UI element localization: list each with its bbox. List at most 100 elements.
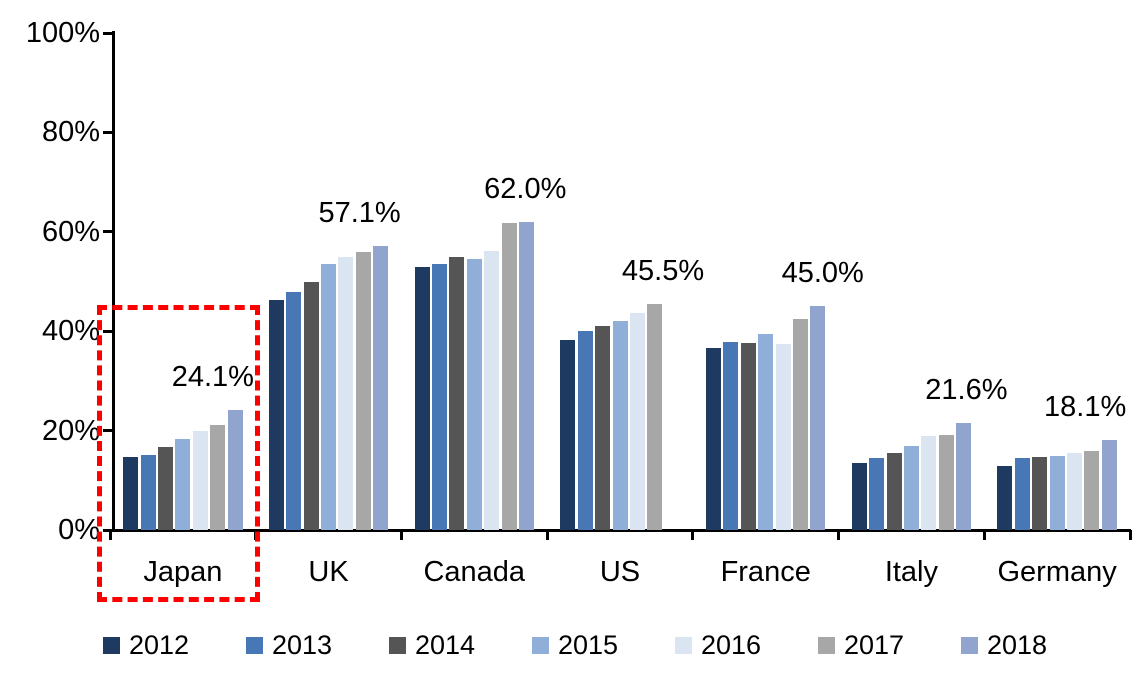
bar-uk-2018 xyxy=(373,246,389,530)
highlight-box-japan xyxy=(97,305,260,602)
data-label-uk: 57.1% xyxy=(318,197,401,230)
bar-us-2013 xyxy=(577,331,593,530)
data-label-us: 45.5% xyxy=(621,254,705,287)
bar-germany-2016 xyxy=(1067,453,1083,530)
bar-japan-2016 xyxy=(192,430,208,530)
x-axis-tick-mark xyxy=(545,530,549,540)
bar-japan-2012 xyxy=(123,456,139,530)
y-axis-tick-mark xyxy=(103,130,114,134)
y-axis-tick-mark xyxy=(103,429,114,433)
bar-italy-2017 xyxy=(938,434,954,530)
bar-germany-2017 xyxy=(1084,450,1100,530)
category-label-japan: Japan xyxy=(143,556,223,588)
bar-france-2013 xyxy=(723,342,739,530)
x-axis-tick-mark xyxy=(982,530,986,540)
legend-swatch-2016 xyxy=(675,636,692,654)
x-axis-line xyxy=(110,529,1131,532)
bar-japan-2017 xyxy=(210,425,226,530)
data-label-italy: 21.6% xyxy=(925,373,1008,406)
bar-canada-2016 xyxy=(484,250,500,530)
legend-swatch-2013 xyxy=(246,636,263,654)
legend-label-2013: 2013 xyxy=(272,630,333,660)
bar-germany-2018 xyxy=(1101,440,1117,530)
data-label-canada: 62.0% xyxy=(484,172,567,205)
bar-us-2012 xyxy=(560,339,576,530)
bar-canada-2012 xyxy=(414,266,430,530)
bar-japan-2015 xyxy=(175,439,191,530)
bar-japan-2013 xyxy=(140,455,156,530)
legend-label-2014: 2014 xyxy=(415,630,476,660)
bar-france-2017 xyxy=(793,319,808,530)
bar-canada-2015 xyxy=(466,258,482,530)
category-label-france: France xyxy=(720,556,811,588)
x-axis-tick-mark xyxy=(399,530,403,540)
legend-swatch-2014 xyxy=(389,636,406,654)
legend-swatch-2012 xyxy=(103,636,120,654)
bar-uk-2014 xyxy=(303,281,319,530)
legend-label-2016: 2016 xyxy=(701,630,762,660)
bar-germany-2015 xyxy=(1049,455,1065,530)
bar-italy-2013 xyxy=(869,458,885,530)
bar-japan-2014 xyxy=(157,447,173,530)
legend-label-2015: 2015 xyxy=(558,630,619,660)
x-axis-tick-mark xyxy=(837,530,841,540)
bar-uk-2015 xyxy=(321,264,337,530)
category-label-us: US xyxy=(599,556,641,588)
bar-japan-2018 xyxy=(227,410,243,530)
bar-uk-2016 xyxy=(338,256,354,530)
category-label-uk: UK xyxy=(308,556,349,588)
data-label-france: 45.0% xyxy=(781,257,864,290)
y-axis-tick-label: 60% xyxy=(41,215,100,248)
legend-swatch-2015 xyxy=(532,636,549,654)
bar-italy-2015 xyxy=(903,446,919,530)
data-label-germany: 18.1% xyxy=(1044,391,1127,424)
legend-item-2016: 2016 xyxy=(675,631,818,659)
legend-label-2018: 2018 xyxy=(987,630,1048,660)
bar-uk-2013 xyxy=(286,291,302,530)
y-axis-tick-label: 80% xyxy=(41,116,100,149)
bar-uk-2012 xyxy=(268,299,284,530)
bar-canada-2017 xyxy=(501,223,517,530)
y-axis-tick-label: 100% xyxy=(25,17,100,49)
legend-item-2015: 2015 xyxy=(532,631,675,659)
legend-item-2013: 2013 xyxy=(246,631,389,659)
legend-item-2014: 2014 xyxy=(389,631,532,659)
bar-canada-2013 xyxy=(431,264,447,530)
bar-germany-2012 xyxy=(997,465,1013,530)
bar-germany-2013 xyxy=(1014,458,1030,530)
bar-us-2015 xyxy=(612,320,628,530)
bar-us-2016 xyxy=(629,313,645,530)
legend-item-2017: 2017 xyxy=(818,631,961,659)
bar-france-2012 xyxy=(706,348,721,530)
bar-france-2018 xyxy=(810,306,826,530)
y-axis-tick-mark xyxy=(103,329,114,333)
bar-us-2014 xyxy=(595,325,611,530)
category-label-canada: Canada xyxy=(423,556,526,588)
data-label-japan: 24.1% xyxy=(171,361,254,394)
legend-swatch-2018 xyxy=(961,636,978,654)
bar-france-2016 xyxy=(775,343,791,530)
legend-swatch-2017 xyxy=(818,636,835,654)
bar-france-2014 xyxy=(740,342,756,530)
y-axis-tick-label: 40% xyxy=(41,315,100,348)
x-axis-tick-mark xyxy=(108,530,112,540)
bar-italy-2016 xyxy=(921,436,937,530)
legend-label-2012: 2012 xyxy=(129,630,190,660)
bar-italy-2014 xyxy=(886,452,902,530)
x-axis-tick-mark xyxy=(1128,530,1132,540)
y-axis-tick-mark xyxy=(103,230,114,234)
bar-italy-2012 xyxy=(851,462,867,530)
bar-us-2017 xyxy=(647,303,663,530)
y-axis-tick-label: 0% xyxy=(58,514,100,546)
bar-italy-2018 xyxy=(956,422,972,530)
x-axis-tick-mark xyxy=(691,530,695,540)
y-axis-tick-mark xyxy=(103,31,114,35)
y-axis-line xyxy=(112,31,115,532)
category-label-germany: Germany xyxy=(997,556,1117,588)
legend-item-2018: 2018 xyxy=(961,631,1104,659)
bar-france-2015 xyxy=(758,334,774,530)
bar-uk-2017 xyxy=(355,251,371,530)
bar-canada-2018 xyxy=(518,221,534,530)
category-label-italy: Italy xyxy=(884,556,938,588)
